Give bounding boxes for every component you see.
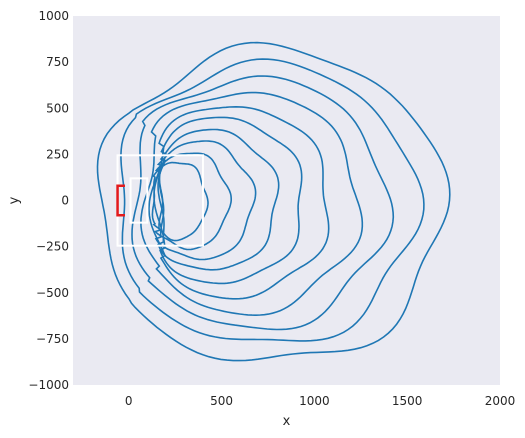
y-tick-label: −250: [36, 240, 69, 254]
y-tick-label: −500: [36, 286, 69, 300]
y-tick-label: −750: [36, 332, 69, 346]
x-tick-label: 500: [210, 394, 233, 408]
y-tick-label: −1000: [28, 378, 69, 392]
x-tick-label: 2000: [485, 394, 516, 408]
x-tick-label: 1000: [299, 394, 330, 408]
contour-lines: [96, 41, 451, 362]
red-bracket: [116, 184, 125, 217]
y-tick-labels: −1000 −750 −500 −250 0 250 500 750 1000: [28, 9, 69, 392]
y-tick-label: 1000: [38, 9, 69, 23]
x-tick-labels: 0 500 1000 1500 2000: [125, 394, 515, 408]
x-axis-label: x: [283, 414, 291, 429]
contour-level-9: [153, 152, 232, 251]
x-tick-label: 1500: [392, 394, 423, 408]
contour-level-7: [157, 128, 280, 271]
y-tick-label: 250: [46, 147, 69, 161]
contour-level-10: [151, 161, 209, 242]
x-tick-label: 0: [125, 394, 133, 408]
y-axis-label: y: [7, 196, 22, 204]
contour-level-2: [120, 58, 425, 342]
contour-level-5: [148, 105, 330, 300]
overlay-boxes: [116, 154, 204, 247]
contour-level-1: [96, 41, 451, 362]
contour-level-4: [140, 91, 364, 317]
y-tick-label: 500: [46, 101, 69, 115]
inner-box: [129, 177, 149, 224]
y-tick-label: 750: [46, 55, 69, 69]
contour-level-3: [131, 75, 395, 331]
y-tick-label: 0: [61, 194, 69, 208]
